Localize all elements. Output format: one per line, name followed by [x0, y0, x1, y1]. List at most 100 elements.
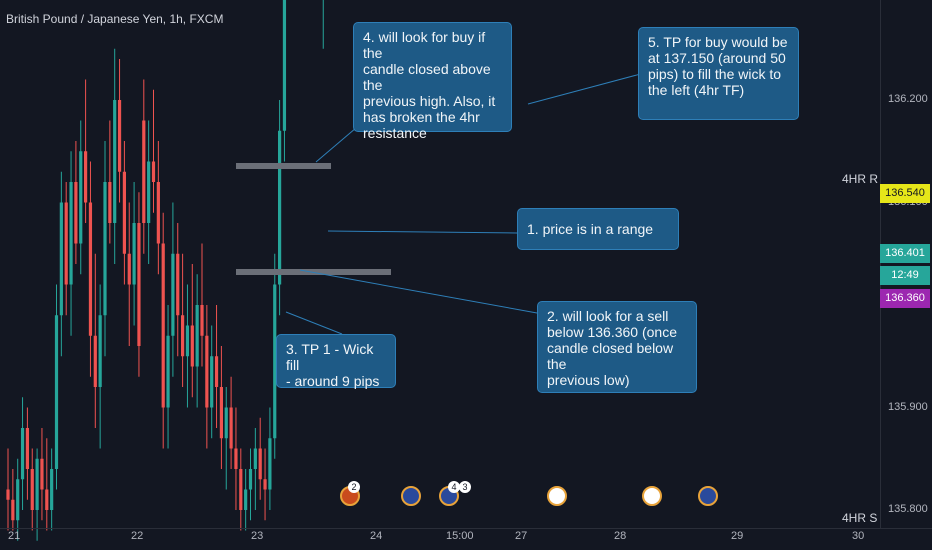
candle-body — [210, 356, 214, 408]
candle-body — [50, 469, 54, 510]
japan-flag-icon[interactable] — [547, 486, 567, 506]
candle-body — [205, 335, 209, 408]
event-count-badge: 3 — [459, 481, 471, 493]
candle-body — [224, 407, 228, 439]
candle-body — [117, 100, 122, 172]
candle-body — [40, 458, 44, 490]
candle-body — [11, 499, 15, 521]
candle-body — [84, 151, 88, 203]
price-label-sell: 136.360 — [880, 289, 930, 308]
annotation-pointer — [285, 311, 343, 335]
candle-body — [253, 448, 257, 469]
annotation-buy-line: previous high. Also, it — [363, 93, 496, 109]
candle-body — [219, 387, 223, 439]
time-tick-label: 27 — [515, 530, 528, 542]
japan-flag-icon[interactable] — [642, 486, 662, 506]
range-high-marker — [236, 163, 331, 169]
annotation-sell-line: below 136.360 (once — [547, 324, 677, 340]
time-tick-label: 21 — [8, 530, 21, 542]
annotation-tp1[interactable]: 3. TP 1 - Wick fill - around 9 pips — [276, 334, 396, 389]
candle-body — [151, 161, 156, 182]
candle-body — [214, 356, 219, 387]
candle-body — [190, 325, 194, 367]
candle-body — [59, 202, 63, 316]
time-tick-label: 28 — [614, 530, 627, 542]
resistance-label: 4HR R — [842, 172, 879, 186]
annotation-tp-buy-line: the left (4hr TF) — [648, 82, 745, 98]
annotation-tp-buy[interactable]: 5. TP for buy would be at 137.150 (aroun… — [638, 27, 799, 120]
candle-body — [16, 479, 20, 521]
candle-body — [171, 253, 175, 336]
annotation-range[interactable]: 1. price is in a range — [517, 208, 679, 250]
candle-body — [6, 489, 10, 500]
candle-body — [176, 253, 180, 316]
annotation-tp1-line: - around 9 pips — [286, 373, 380, 389]
candle-body — [166, 335, 170, 408]
candle-body — [156, 182, 160, 244]
annotation-pointer — [299, 269, 538, 314]
annotation-sell-line: 2. will look for a sell — [547, 308, 669, 324]
annotation-range-line: 1. price is in a range — [527, 221, 654, 237]
annotation-buy-line: candle closed above the — [363, 61, 491, 93]
candle-body — [20, 428, 25, 480]
candle-body — [200, 305, 204, 336]
candle-body — [54, 315, 59, 469]
candle-body — [273, 284, 277, 439]
candle-body — [258, 448, 262, 480]
time-axis-border — [0, 528, 932, 529]
candle-body — [142, 120, 146, 223]
candle-body — [25, 428, 29, 469]
uk-flag-icon[interactable] — [401, 486, 421, 506]
price-label-current: 136.401 — [880, 244, 930, 263]
annotation-tp-buy-line: pips) to fill the wick to — [648, 66, 782, 82]
candle-body — [132, 223, 136, 285]
candle-body — [113, 100, 117, 223]
uk-flag-icon[interactable] — [698, 486, 718, 506]
annotation-tp-buy-line: 5. TP for buy would be — [648, 34, 788, 50]
candle-body — [103, 182, 107, 316]
candle-body — [282, 0, 287, 131]
annotation-buy-line: has broken the 4hr — [363, 109, 480, 125]
chart-title: British Pound / Japanese Yen, 1h, FXCM — [6, 12, 224, 26]
time-tick-label: 29 — [731, 530, 744, 542]
candle-body — [98, 315, 102, 387]
candle-body — [30, 469, 34, 510]
annotation-sell[interactable]: 2. will look for a sell below 136.360 (o… — [537, 301, 697, 393]
annotation-sell-line: candle closed below the — [547, 340, 674, 372]
time-tick-label: 22 — [131, 530, 144, 542]
annotation-buy[interactable]: 4. will look for buy if the candle close… — [353, 22, 512, 141]
annotation-pointer — [327, 230, 518, 234]
candle-body — [137, 223, 141, 346]
candle-body — [263, 479, 267, 490]
price-axis-border — [880, 0, 881, 528]
annotation-buy-line: 4. will look for buy if the — [363, 29, 486, 61]
candle-body — [278, 130, 282, 285]
candle-body — [127, 253, 131, 285]
candle-body — [79, 151, 83, 244]
candle-body — [244, 489, 248, 510]
candle-body — [161, 243, 165, 408]
event-count-badge: 4 — [448, 481, 460, 493]
candle-body — [239, 469, 243, 510]
candle-body — [195, 305, 199, 367]
price-label-resistance: 136.540 — [880, 184, 930, 203]
candle-body — [45, 489, 49, 510]
price-tick-label: 136.200 — [888, 93, 928, 105]
countdown-label: 12:49 — [880, 266, 930, 285]
candle-body — [64, 202, 68, 285]
event-count-badge: 2 — [348, 481, 360, 493]
candle-body — [35, 458, 39, 510]
candle-body — [108, 182, 112, 223]
candle-body — [229, 407, 233, 449]
time-tick-label: 30 — [852, 530, 865, 542]
time-tick-label: 23 — [251, 530, 264, 542]
annotation-sell-line: previous low) — [547, 372, 630, 388]
support-label: 4HR S — [842, 511, 878, 525]
candle-body — [185, 325, 190, 357]
candle-body — [88, 202, 93, 336]
time-tick-label: 24 — [370, 530, 383, 542]
annotation-buy-line: resistance — [363, 125, 427, 141]
candle-body — [181, 315, 185, 357]
candle-body — [74, 182, 78, 244]
